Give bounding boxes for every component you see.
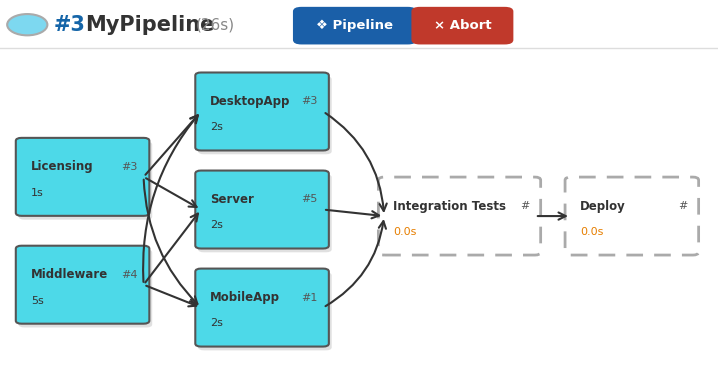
FancyArrowPatch shape	[146, 286, 196, 306]
FancyArrowPatch shape	[538, 212, 566, 220]
Text: #4: #4	[121, 270, 138, 280]
Text: 1s: 1s	[31, 188, 44, 198]
Text: Deploy: Deploy	[580, 200, 626, 212]
Text: Integration Tests: Integration Tests	[393, 200, 506, 212]
FancyBboxPatch shape	[16, 246, 149, 324]
FancyBboxPatch shape	[378, 177, 541, 255]
FancyBboxPatch shape	[293, 7, 416, 44]
Text: Licensing: Licensing	[31, 160, 93, 173]
FancyBboxPatch shape	[198, 272, 332, 350]
FancyBboxPatch shape	[19, 250, 152, 328]
Text: #: #	[678, 201, 687, 211]
FancyBboxPatch shape	[195, 171, 329, 249]
FancyArrowPatch shape	[325, 113, 387, 211]
FancyArrowPatch shape	[326, 210, 379, 218]
Text: #: #	[520, 201, 529, 211]
FancyBboxPatch shape	[195, 269, 329, 347]
FancyArrowPatch shape	[325, 221, 386, 306]
FancyBboxPatch shape	[411, 7, 513, 44]
Text: 5s: 5s	[31, 296, 44, 306]
FancyArrowPatch shape	[144, 180, 197, 304]
FancyBboxPatch shape	[195, 73, 329, 150]
Text: Middleware: Middleware	[31, 268, 108, 281]
Text: DesktopApp: DesktopApp	[210, 95, 291, 108]
Text: #5: #5	[301, 195, 317, 204]
Text: #3: #3	[121, 162, 138, 172]
FancyArrowPatch shape	[143, 116, 197, 282]
FancyArrowPatch shape	[145, 214, 198, 282]
Text: MobileApp: MobileApp	[210, 291, 280, 304]
Text: #3: #3	[301, 97, 317, 106]
Text: (26s): (26s)	[195, 17, 234, 32]
Text: #1: #1	[301, 293, 317, 302]
FancyArrowPatch shape	[146, 115, 197, 175]
Text: 2s: 2s	[210, 318, 223, 328]
FancyBboxPatch shape	[19, 142, 152, 220]
FancyBboxPatch shape	[16, 138, 149, 216]
FancyArrowPatch shape	[146, 178, 197, 207]
Text: 0.0s: 0.0s	[393, 227, 417, 237]
Text: 0.0s: 0.0s	[580, 227, 604, 237]
Text: 2s: 2s	[210, 122, 223, 132]
FancyBboxPatch shape	[198, 76, 332, 154]
Text: #3: #3	[54, 15, 85, 35]
Text: Server: Server	[210, 193, 254, 206]
FancyBboxPatch shape	[198, 174, 332, 252]
Text: × Abort: × Abort	[434, 19, 491, 32]
Text: 2s: 2s	[210, 220, 223, 230]
Text: ❖ Pipeline: ❖ Pipeline	[316, 19, 393, 32]
Text: MyPipeline: MyPipeline	[85, 15, 214, 35]
Circle shape	[7, 14, 47, 35]
FancyBboxPatch shape	[565, 177, 699, 255]
